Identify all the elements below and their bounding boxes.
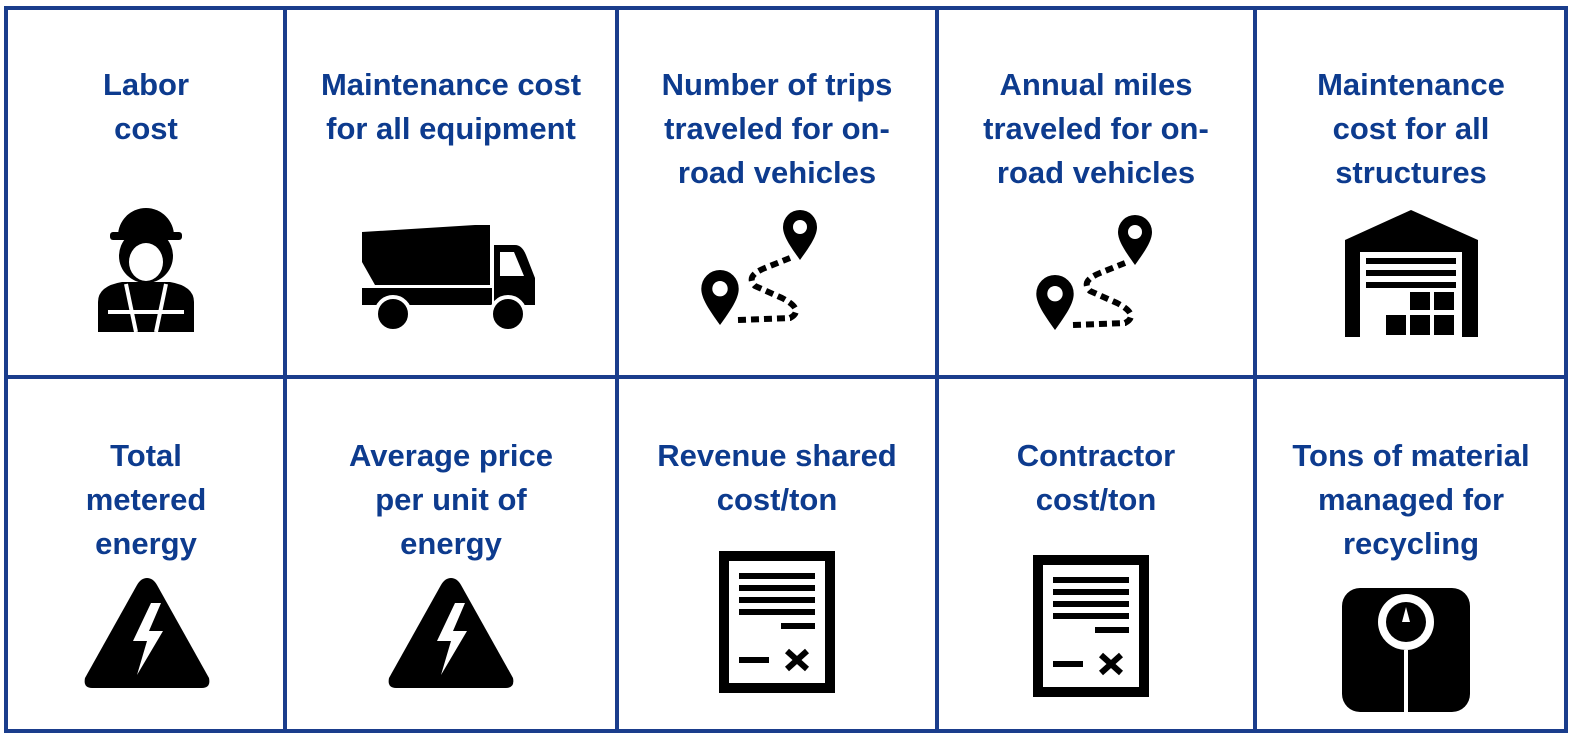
cell-label: road vehicles [997, 155, 1195, 190]
cell-label: cost/ton [1036, 482, 1157, 517]
grid-lines [4, 6, 1568, 733]
cell-label: energy [95, 526, 197, 561]
cell-label: Labor [103, 67, 189, 102]
energy-icon [388, 578, 514, 688]
cell-label: metered [86, 482, 207, 517]
cell-label: Contractor [1017, 438, 1175, 473]
cell-label: Maintenance cost [321, 67, 581, 102]
route-icon [1036, 215, 1152, 330]
cell-label: traveled for on- [983, 111, 1209, 146]
cell-label: structures [1335, 155, 1487, 190]
cell-label: per unit of [375, 482, 527, 517]
cell-label: managed for [1318, 482, 1504, 517]
worker-icon [98, 208, 194, 333]
cell-label: Revenue shared [657, 438, 897, 473]
cell-label: recycling [1343, 526, 1479, 561]
cell-label: Maintenance [1317, 67, 1505, 102]
document-icon [719, 551, 835, 693]
warehouse-icon [1345, 210, 1478, 337]
cell-label: for all equipment [326, 111, 576, 146]
cell-label: road vehicles [678, 155, 876, 190]
cell-label: energy [400, 526, 502, 561]
cell-label: Number of trips [662, 67, 893, 102]
cell-label: Total [110, 438, 182, 473]
scale-icon [1342, 588, 1470, 712]
document-icon [1033, 555, 1149, 697]
cell-label: cost for all [1333, 111, 1490, 146]
energy-icon [84, 578, 210, 688]
cell-label: Tons of material [1292, 438, 1529, 473]
cell-label: cost/ton [717, 482, 838, 517]
route-icon [701, 210, 817, 325]
cell-label: traveled for on- [664, 111, 890, 146]
cell-label: Annual miles [1000, 67, 1193, 102]
cell-label: Average price [349, 438, 553, 473]
dump-truck-icon [362, 225, 535, 333]
cell-label: cost [114, 111, 178, 146]
